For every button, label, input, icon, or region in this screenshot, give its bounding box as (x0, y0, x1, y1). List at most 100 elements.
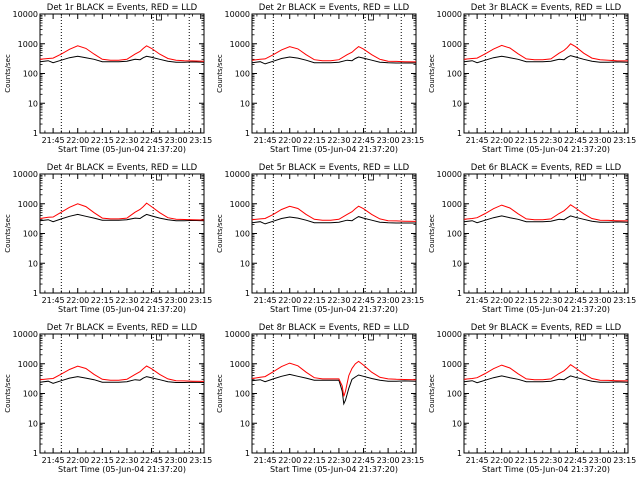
detector-panel-3r: 1 10 100 1000 10000 21:45 22:00 22:15 22:30 22:45… (428, 3, 636, 154)
panel-title: Det 7r BLACK = Events, RED = LLD (47, 323, 198, 333)
y-tick-label: 10 (452, 259, 462, 268)
x-axis-label: Start Time (05-Jun-04 21:37:20) (270, 145, 398, 154)
events-series-line (251, 216, 416, 225)
y-tick-label: 10 (240, 419, 250, 428)
x-axis-label: Start Time (05-Jun-04 21:37:20) (58, 145, 186, 154)
y-tick-label: 1000 (18, 200, 38, 209)
panel-title: Det 9r BLACK = Events, RED = LLD (471, 323, 622, 333)
x-tick-label: 22:15 (303, 456, 326, 465)
y-tick-label: 1000 (18, 360, 38, 369)
y-tick-label: 1 (33, 449, 38, 458)
x-tick-label: 22:15 (515, 136, 538, 145)
y-tick-label: 100 (23, 230, 38, 239)
lld-series-line (251, 205, 417, 222)
x-tick-label: 22:00 (278, 456, 301, 465)
x-axis-label: Start Time (05-Jun-04 21:37:20) (58, 465, 186, 474)
x-tick-label: 22:30 (539, 136, 562, 145)
y-tick-label: 1 (245, 289, 250, 298)
events-series-line (251, 56, 416, 65)
x-tick-label: 21:45 (42, 456, 65, 465)
y-axis-label: Counts/sec (4, 374, 12, 413)
events-series-line (39, 213, 205, 223)
y-tick-label: 10 (240, 99, 250, 108)
x-tick-label: 22:00 (66, 136, 89, 145)
y-tick-label: 10000 (13, 170, 38, 179)
x-axis-label: Start Time (05-Jun-04 21:37:20) (270, 465, 398, 474)
x-tick-label: 21:45 (254, 456, 277, 465)
y-tick-label: 10 (28, 259, 38, 268)
y-axis-label: Counts/sec (428, 214, 436, 253)
x-axis-label: Start Time (05-Jun-04 21:37:20) (482, 305, 610, 314)
x-tick-label: 21:45 (42, 296, 65, 305)
x-tick-label: 23:00 (589, 136, 612, 145)
y-axis-label: Counts/sec (216, 54, 224, 93)
y-tick-label: 10000 (437, 330, 462, 339)
detector-panel-1r: 1 10 100 1000 10000 21:45 22:00 22:15 22:30 22:45… (4, 3, 212, 154)
y-axis-label: Counts/sec (428, 374, 436, 413)
y-tick-label: 100 (235, 70, 250, 79)
x-tick-label: 23:15 (613, 136, 636, 145)
y-axis-label: Counts/sec (216, 374, 224, 413)
y-tick-label: 1 (33, 289, 38, 298)
y-tick-label: 1 (457, 289, 462, 298)
plot-frame (39, 333, 205, 454)
x-tick-label: 22:30 (115, 136, 138, 145)
x-tick-label: 23:15 (189, 296, 212, 305)
plot-frame (39, 13, 205, 134)
flag-marker (580, 334, 586, 341)
plot-frame (463, 173, 629, 294)
y-tick-label: 100 (447, 70, 462, 79)
y-tick-label: 10 (452, 419, 462, 428)
x-tick-label: 22:15 (515, 296, 538, 305)
y-axis-label: Counts/sec (4, 214, 12, 253)
x-tick-label: 21:45 (254, 296, 277, 305)
flag-marker (368, 334, 374, 341)
plot-frame (251, 173, 417, 294)
y-tick-label: 1000 (230, 40, 250, 49)
y-tick-label: 100 (23, 70, 38, 79)
flag-marker (368, 14, 374, 21)
x-tick-label: 22:45 (564, 296, 587, 305)
x-tick-label: 22:45 (140, 456, 163, 465)
lld-series-line (39, 202, 205, 221)
panel-title: Det 2r BLACK = Events, RED = LLD (259, 3, 410, 13)
y-tick-label: 10000 (437, 10, 462, 19)
plot-frame (251, 333, 417, 454)
x-tick-label: 22:30 (327, 296, 350, 305)
y-tick-label: 10000 (225, 10, 250, 19)
x-tick-label: 22:45 (352, 456, 375, 465)
y-tick-label: 10 (28, 99, 38, 108)
x-tick-label: 22:45 (564, 456, 587, 465)
y-tick-label: 1000 (230, 360, 250, 369)
events-series-line (463, 375, 629, 384)
y-tick-label: 100 (447, 390, 462, 399)
x-tick-label: 23:15 (401, 136, 424, 145)
plot-frame (463, 333, 629, 454)
detector-panel-4r: 1 10 100 1000 10000 21:45 22:00 22:15 22:30 22:45… (4, 163, 212, 314)
lld-series-line (39, 365, 205, 382)
y-tick-label: 1000 (442, 200, 462, 209)
y-axis-label: Counts/sec (428, 54, 436, 93)
flag-marker (156, 14, 162, 21)
panel-title: Det 5r BLACK = Events, RED = LLD (259, 163, 410, 173)
y-tick-label: 100 (447, 230, 462, 239)
y-tick-label: 10000 (13, 10, 38, 19)
events-series-line (39, 55, 205, 64)
y-axis-label: Counts/sec (4, 54, 12, 93)
lld-series-line (251, 360, 417, 397)
x-tick-label: 22:00 (66, 296, 89, 305)
flag-marker (156, 174, 162, 181)
x-tick-label: 22:15 (303, 296, 326, 305)
x-tick-label: 23:00 (377, 296, 400, 305)
x-tick-label: 22:15 (303, 136, 326, 145)
x-tick-label: 23:15 (401, 456, 424, 465)
flag-marker (580, 174, 586, 181)
x-tick-label: 22:15 (91, 296, 114, 305)
panel-title: Det 6r BLACK = Events, RED = LLD (471, 163, 622, 173)
flag-marker (156, 334, 162, 341)
events-series-line (463, 215, 629, 224)
y-tick-label: 1000 (230, 200, 250, 209)
y-tick-label: 100 (23, 390, 38, 399)
x-tick-label: 22:00 (490, 136, 513, 145)
detector-panel-5r: 1 10 100 1000 10000 21:45 22:00 22:15 22:30 22:45… (216, 163, 424, 314)
